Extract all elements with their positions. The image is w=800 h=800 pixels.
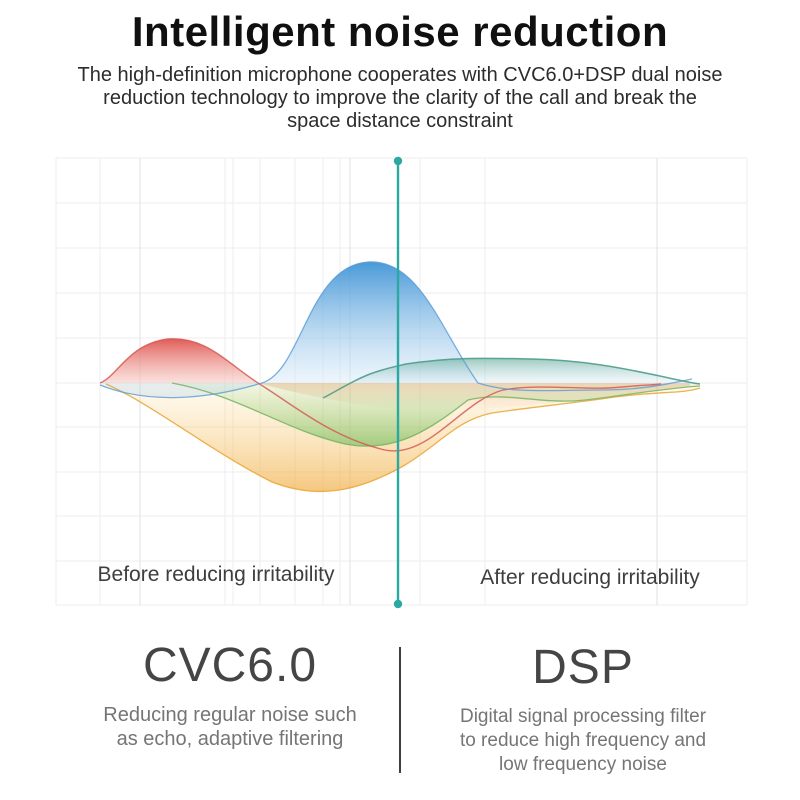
wave-green-line [171,382,701,447]
wave-green-fill [172,383,700,447]
feature-divider [399,647,401,773]
wave-red-line [99,338,662,452]
page-subtitle: The high-definition microphone cooperate… [77,64,723,132]
feature-cvc-description: Reducing regular noise such as echo, ada… [103,704,357,750]
wave-teal-fill [348,358,700,384]
wave-blue-dip-fill [100,383,262,398]
page-title: Intelligent noise reduction [131,8,669,55]
divider-top-dot [393,156,403,166]
wave-blue-fill [262,261,478,383]
wave-teal-line [322,357,701,399]
feature-cvc: CVC6.0 Reducing regular noise such as ec… [40,638,420,751]
feature-dsp-title: DSP [532,641,634,694]
feature-cvc-title: CVC6.0 [142,639,318,692]
wave-blue-line [99,261,693,399]
divider-bottom-dot [393,599,403,609]
wave-yellow-line [105,383,701,493]
feature-dsp-description: Digital signal processing filter to redu… [459,706,707,775]
feature-dsp: DSP Digital signal processing filter to … [408,640,758,777]
wave-red-fill [100,338,258,383]
before-label: Before reducing irritability [97,563,335,586]
after-label: After reducing irritability [480,566,700,589]
center-divider-line [393,156,403,609]
